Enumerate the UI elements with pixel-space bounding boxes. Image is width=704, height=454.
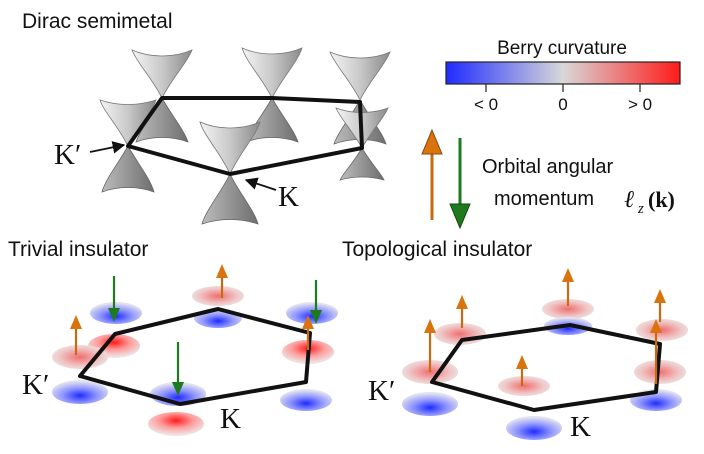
oam-symbol-argument: (k)	[648, 187, 675, 212]
dirac-panel-title: Dirac semimetal	[22, 10, 173, 33]
oam-label-line2: momentum	[494, 188, 594, 210]
dirac-cone-k	[199, 121, 261, 225]
dirac-k-label: K	[278, 181, 299, 213]
colorbar-label-zero: 0	[558, 95, 567, 114]
dirac-hexagon	[126, 96, 364, 176]
berry-curvature-title: Berry curvature	[497, 38, 627, 59]
oam-symbol-ell: ℓ	[624, 187, 634, 213]
topological-hexagon	[430, 323, 662, 412]
trivial-blob-kprime-lower	[52, 380, 108, 404]
dirac-cone-top-mid	[241, 47, 303, 143]
trivial-blob-k-lower	[148, 412, 204, 436]
topo-blob-r-upper	[636, 319, 688, 341]
trivial-kprime-label: K′	[22, 369, 49, 401]
trivial-hexagon	[78, 307, 312, 406]
oam-symbol-subscript: z	[637, 201, 644, 217]
topological-kprime-label: K′	[368, 375, 395, 407]
topo-blob-r-mid	[634, 360, 686, 384]
topological-panel-title: Topological insulator	[342, 238, 532, 261]
trivial-panel-title: Trivial insulator	[8, 238, 148, 261]
topo-blob-kprime-lower	[402, 392, 458, 416]
topo-blob-k	[506, 416, 562, 440]
topological-oam-arrows	[424, 268, 666, 386]
dirac-cones	[99, 47, 391, 225]
topological-k-label: K	[570, 411, 591, 443]
trivial-blob-kprime-upper	[52, 345, 108, 369]
dirac-kprime-pointer	[89, 141, 126, 154]
oam-label-line1: Orbital angular	[482, 156, 614, 178]
berry-curvature-colorbar	[445, 61, 681, 85]
trivial-k-label: K	[220, 403, 241, 435]
colorbar-label-negative: < 0	[474, 95, 498, 114]
trivial-blob-rl	[280, 389, 332, 411]
oam-up-arrow	[421, 128, 443, 220]
trivial-blob-tm-upper	[192, 286, 244, 306]
oam-down-arrow	[449, 138, 471, 230]
topo-blob-center	[498, 376, 550, 396]
topological-blobs	[402, 299, 688, 440]
colorbar-label-positive: > 0	[628, 95, 652, 114]
dirac-kprime-label: K′	[54, 139, 81, 171]
topo-blob-tm-upper	[542, 299, 594, 319]
trivial-oam-arrows	[70, 264, 322, 396]
dirac-k-pointer	[244, 177, 277, 191]
